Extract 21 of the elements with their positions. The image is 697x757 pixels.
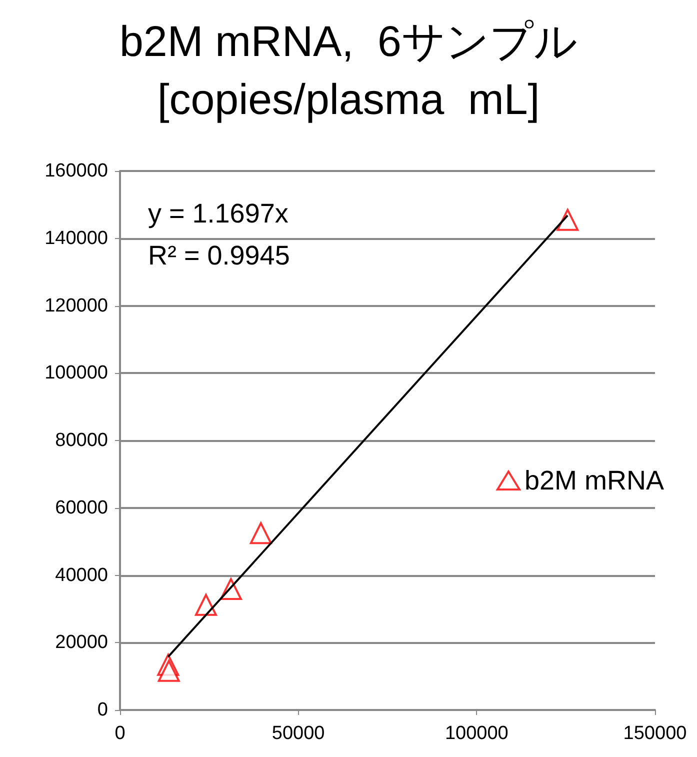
y-tick-label: 160000 — [44, 160, 108, 182]
y-tick-label: 20000 — [55, 632, 108, 654]
x-tick-label: 50000 — [272, 723, 325, 744]
legend-label: b2M mRNA — [524, 466, 664, 496]
y-tick-label: 140000 — [44, 228, 108, 249]
point — [556, 208, 579, 231]
annotation: R² = 0.9945 — [148, 240, 290, 270]
point — [194, 594, 217, 616]
y-tick-label: 40000 — [55, 564, 108, 586]
x-tick-label: 150000 — [623, 723, 687, 744]
point — [158, 660, 180, 682]
y-tick-label: 80000 — [55, 430, 108, 451]
x-tick-label: 0 — [114, 723, 126, 744]
y-tick-label: 120000 — [44, 295, 108, 316]
chart-title: b2M mRNA, 6サンプル [copies/plasma mL] — [120, 18, 578, 124]
y-tick-label: 0 — [97, 700, 108, 720]
x-tick-label: 100000 — [444, 723, 508, 744]
point — [250, 522, 272, 544]
y-tick-label: 100000 — [44, 362, 108, 384]
annotation: y = 1.1697x — [148, 198, 289, 228]
y-tick-label: 60000 — [55, 497, 108, 518]
